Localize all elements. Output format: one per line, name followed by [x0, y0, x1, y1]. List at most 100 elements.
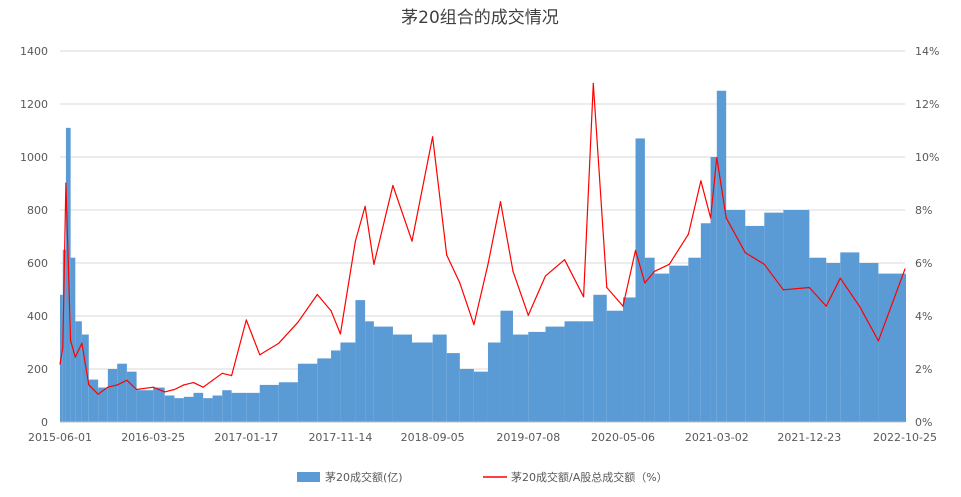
line-point	[725, 217, 727, 219]
line-point	[74, 356, 76, 358]
line-point	[687, 233, 689, 235]
y-right-tick-label: 6%	[915, 257, 932, 270]
bar	[81, 334, 89, 422]
bar	[859, 263, 879, 422]
line-point	[231, 375, 233, 377]
line-point	[709, 217, 712, 219]
x-tick-label: 2016-03-25	[121, 431, 185, 444]
line-point	[70, 340, 72, 342]
y-right-tick-label: 2%	[915, 363, 932, 376]
bar	[840, 252, 860, 422]
line-point	[152, 386, 154, 388]
bar	[564, 321, 584, 422]
bar	[710, 157, 717, 422]
bar	[669, 265, 689, 422]
bar	[500, 310, 513, 422]
y-right-tick-label: 8%	[915, 204, 932, 217]
legend-swatch-bar	[297, 472, 320, 482]
line-point	[211, 379, 214, 381]
bar	[117, 363, 127, 422]
bar	[473, 371, 488, 422]
bar	[528, 331, 546, 422]
line-point	[432, 136, 434, 138]
bar	[726, 210, 746, 422]
x-tick-label: 2018-09-05	[401, 431, 465, 444]
line-point	[716, 157, 718, 159]
line-point	[634, 249, 637, 252]
line-point	[202, 386, 204, 388]
line-point	[499, 201, 502, 203]
bar	[164, 395, 175, 422]
bar	[826, 263, 841, 422]
line-point	[808, 286, 810, 289]
y-left-tick-label: 1200	[20, 98, 48, 111]
line-point	[527, 314, 529, 316]
bar	[593, 294, 607, 422]
line-point	[459, 282, 461, 284]
x-tick-label: 2015-06-01	[28, 431, 92, 444]
x-tick-label: 2020-05-06	[591, 431, 655, 444]
line-point	[839, 277, 841, 279]
line-point	[297, 321, 299, 323]
bar	[446, 353, 460, 422]
bar	[70, 257, 76, 422]
y-left-tick-label: 1000	[20, 151, 48, 164]
line-point	[107, 386, 109, 388]
line-point	[183, 384, 185, 386]
line-point	[744, 252, 746, 254]
bar	[809, 257, 827, 422]
bar	[512, 334, 529, 422]
chart-title: 茅20组合的成交情况	[401, 8, 559, 28]
bar	[98, 387, 108, 422]
bar	[783, 210, 810, 422]
x-tick-label: 2019-07-08	[496, 431, 560, 444]
bar	[635, 138, 645, 422]
line-point	[446, 254, 448, 256]
bar	[373, 326, 393, 422]
bar-series	[60, 90, 906, 422]
line-series	[59, 82, 906, 395]
x-tick-label: 2021-12-23	[777, 431, 841, 444]
gridlines	[60, 50, 905, 370]
line-point	[622, 305, 624, 307]
bar	[183, 396, 194, 422]
x-tick-label: 2017-01-17	[214, 431, 278, 444]
bar	[136, 390, 154, 422]
line-point	[700, 180, 702, 182]
line-point	[411, 240, 413, 242]
line-point	[592, 82, 594, 85]
line-point	[668, 263, 670, 265]
line-point	[512, 270, 514, 272]
line-point	[473, 324, 475, 326]
y-left-tick-label: 600	[27, 257, 48, 270]
bar	[153, 387, 165, 422]
line-point	[858, 305, 860, 307]
x-tick-label: 2021-03-02	[685, 431, 749, 444]
y-left-tick-label: 400	[27, 310, 48, 323]
bar	[231, 392, 247, 422]
line-point	[62, 347, 64, 349]
legend-label-bar: 茅20成交额(亿)	[325, 470, 403, 484]
line-point	[364, 205, 366, 207]
bar	[331, 350, 341, 422]
bar	[75, 321, 82, 422]
bar	[644, 257, 655, 422]
bar	[487, 342, 501, 422]
bar	[459, 369, 474, 422]
bar	[764, 212, 784, 422]
y-left-tick-label: 200	[27, 363, 48, 376]
line-point	[65, 182, 67, 184]
bar	[878, 273, 905, 422]
line-point	[563, 259, 566, 261]
y-right-tick-label: 10%	[915, 151, 939, 164]
line-point	[192, 381, 195, 384]
line-point	[126, 379, 128, 381]
line-point	[173, 388, 176, 391]
bar	[259, 384, 279, 422]
line-point	[164, 391, 166, 393]
bar	[246, 392, 260, 422]
bar	[392, 334, 413, 422]
y-left-tick-label: 800	[27, 204, 48, 217]
bar	[88, 379, 99, 422]
